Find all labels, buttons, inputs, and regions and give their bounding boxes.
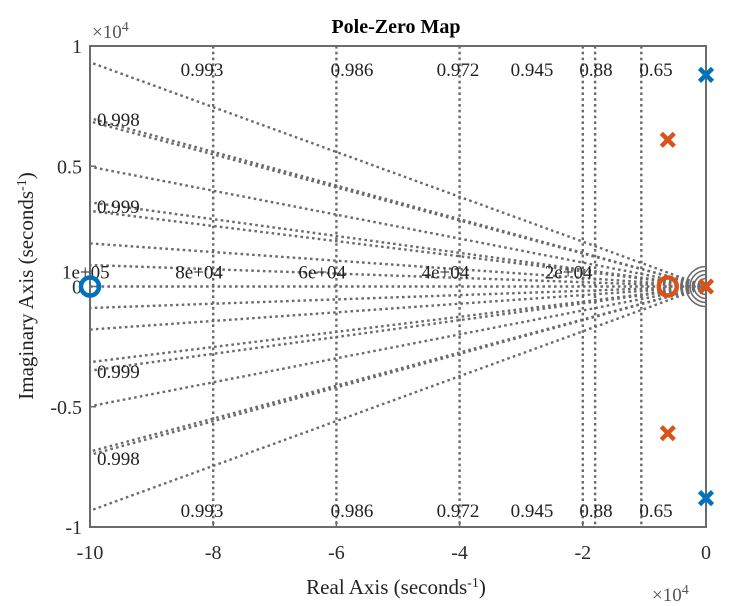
damping-label: 0.88 [579, 501, 612, 522]
damping-label: 0.999 [97, 197, 140, 218]
natural-frequency-label: 1e+05 [62, 263, 110, 284]
damping-label: 0.65 [639, 60, 672, 81]
y-tick-label: 0.5 [57, 156, 82, 178]
natural-frequency-arc [689, 269, 707, 304]
x-tick-label: -10 [77, 542, 104, 564]
y-multiplier-base: ×10 [92, 22, 122, 43]
zero-marker [656, 275, 680, 298]
damping-line [89, 209, 707, 288]
y-axis-label-text: Imaginary Axis (seconds [14, 191, 38, 400]
damping-label: 0.986 [331, 501, 374, 522]
natural-frequency-arc [685, 265, 707, 308]
damping-label: 0.945 [511, 501, 554, 522]
x-tick-label: -4 [451, 542, 468, 564]
damping-line [89, 285, 707, 408]
y-tick-label: 1 [72, 36, 82, 58]
x-axis-label-text: Real Axis (seconds [306, 575, 467, 599]
x-multiplier-base: ×10 [652, 585, 682, 606]
natural-frequency-label: 4e+04 [422, 263, 470, 284]
pole-marker [697, 278, 715, 295]
damping-line [89, 263, 707, 288]
x-axis-label-sup: -1 [467, 576, 479, 591]
damping-label: 0.999 [97, 362, 140, 383]
damping-line [89, 242, 707, 288]
damping-label: 0.88 [579, 60, 612, 81]
pole-marker [697, 66, 715, 83]
damping-line [89, 285, 707, 512]
y-multiplier-exp: 4 [122, 20, 129, 35]
damping-label: 0.986 [331, 60, 374, 81]
label-layer: -10 -8 -6 -4 -2 0 1 0.5 0 -0.5 -1 0.993 0.993 0.986 0.… [50, 36, 711, 564]
x-tick-label: -6 [328, 542, 345, 564]
damping-label: 0.945 [511, 60, 554, 81]
y-tick-label: 0 [72, 277, 82, 299]
damping-line [89, 285, 707, 453]
tick-layer [89, 45, 707, 528]
x-axis-label: Real Axis (seconds-1) [306, 575, 486, 599]
mark-layer [78, 66, 715, 507]
zero-marker [78, 275, 102, 298]
y-axis-label-sup: -1 [15, 179, 30, 191]
x-multiplier: ×104 [652, 583, 689, 606]
x-axis-label-close: ) [479, 575, 486, 599]
y-tick-label: -1 [65, 517, 82, 539]
damping-line [89, 61, 707, 288]
damping-label: 0.993 [181, 60, 224, 81]
damping-label: 0.972 [437, 501, 480, 522]
damping-line [89, 285, 707, 457]
damping-line [89, 116, 707, 288]
chart-title: Pole-Zero Map [331, 16, 460, 38]
damping-line [89, 201, 707, 288]
natural-frequency-label: 2e+04 [545, 263, 593, 284]
x-multiplier-exp: 4 [682, 583, 689, 598]
pole-marker [697, 490, 715, 507]
natural-frequency-arc [697, 277, 707, 296]
pole-marker [659, 425, 676, 442]
damping-line [89, 285, 707, 331]
natural-frequency-label: 6e+04 [298, 263, 346, 284]
damping-label: 0.993 [181, 501, 224, 522]
natural-frequency-label: 8e+04 [175, 263, 223, 284]
grid-layer [89, 46, 707, 527]
damping-line [89, 285, 707, 364]
damping-label: 0.65 [639, 501, 672, 522]
x-tick-label: -2 [574, 542, 591, 564]
damping-line [89, 285, 707, 310]
damping-label: 0.998 [97, 449, 140, 470]
x-tick-label: -8 [205, 542, 222, 564]
damping-label: 0.972 [437, 60, 480, 81]
damping-label: 0.998 [97, 110, 140, 131]
y-multiplier: ×104 [92, 20, 129, 44]
damping-line [89, 165, 707, 288]
y-axis-label: Imaginary Axis (seconds-1) [14, 172, 38, 399]
damping-line [89, 285, 707, 372]
pole-marker [659, 131, 676, 148]
y-tick-label: -0.5 [50, 397, 82, 419]
y-axis-label-close: ) [14, 172, 38, 179]
natural-frequency-arc [693, 273, 707, 300]
x-tick-label: 0 [701, 542, 711, 564]
